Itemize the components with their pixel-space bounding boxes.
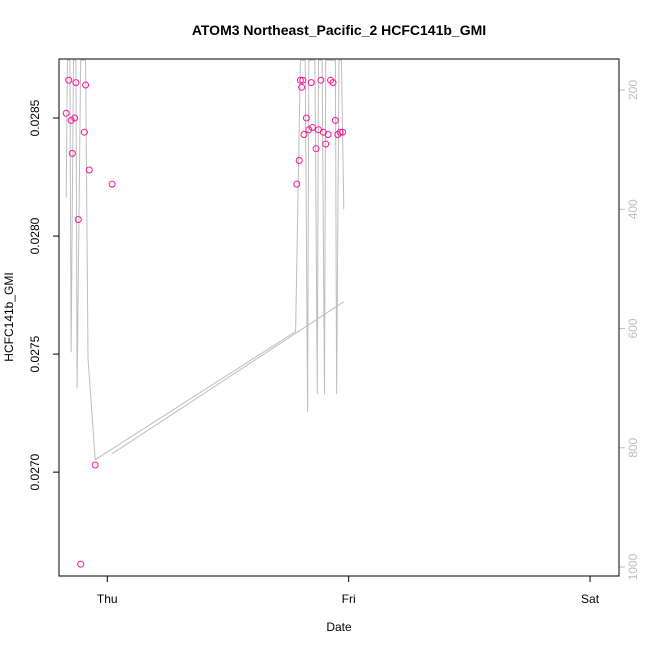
plot-frame [58,58,620,577]
data-point [65,76,73,84]
series-line-1 [111,301,345,455]
data-point [108,180,116,188]
data-point [91,461,99,469]
data-point [295,157,303,164]
data-point [71,114,79,122]
data-point [68,149,76,157]
data-point [67,116,75,124]
data-point [62,109,70,117]
x-tick-label: Sat [581,592,600,606]
y-tick-label: 0.0280 [28,217,42,254]
y2-tick-label: 200 [626,80,640,100]
y-tick-label: 0.0285 [28,99,42,136]
data-point [80,128,88,136]
data-point [299,76,307,84]
x-axis-label: Date [326,620,352,634]
data-point [296,76,304,84]
y2-tick-label: 1000 [626,553,640,580]
data-point [317,76,325,84]
data-point [72,79,80,87]
data-point [331,116,339,124]
data-point [322,140,330,148]
data-point [300,131,308,138]
series-line-0 [65,59,345,461]
data-point [298,83,306,91]
y-tick-label: 0.0275 [28,335,42,372]
x-tick-label: Thu [97,592,118,606]
data-point [324,131,332,138]
data-point [293,180,301,188]
y-tick-label: 0.0270 [28,453,42,490]
data-point [339,128,347,136]
data-point [307,79,315,87]
data-point [327,76,335,84]
y2-tick-label: 400 [626,199,640,219]
data-point [74,216,82,223]
data-point [82,81,90,89]
y-axis-label: HCFC141b_GMI [2,272,16,361]
data-point [305,126,313,134]
data-point [77,560,85,568]
data-point [329,79,337,87]
y2-tick-label: 600 [626,318,640,338]
data-point [302,114,310,122]
y2-tick-label: 800 [626,437,640,457]
x-tick-label: Fri [342,592,356,606]
data-point [308,124,316,131]
chart-title: ATOM3 Northeast_Pacific_2 HCFC141b_GMI [192,22,486,38]
data-point [85,166,93,174]
data-point [336,128,344,136]
data-point [312,145,320,153]
